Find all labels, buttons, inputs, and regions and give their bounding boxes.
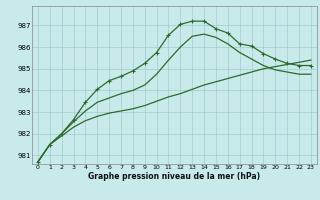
X-axis label: Graphe pression niveau de la mer (hPa): Graphe pression niveau de la mer (hPa) bbox=[88, 172, 260, 181]
